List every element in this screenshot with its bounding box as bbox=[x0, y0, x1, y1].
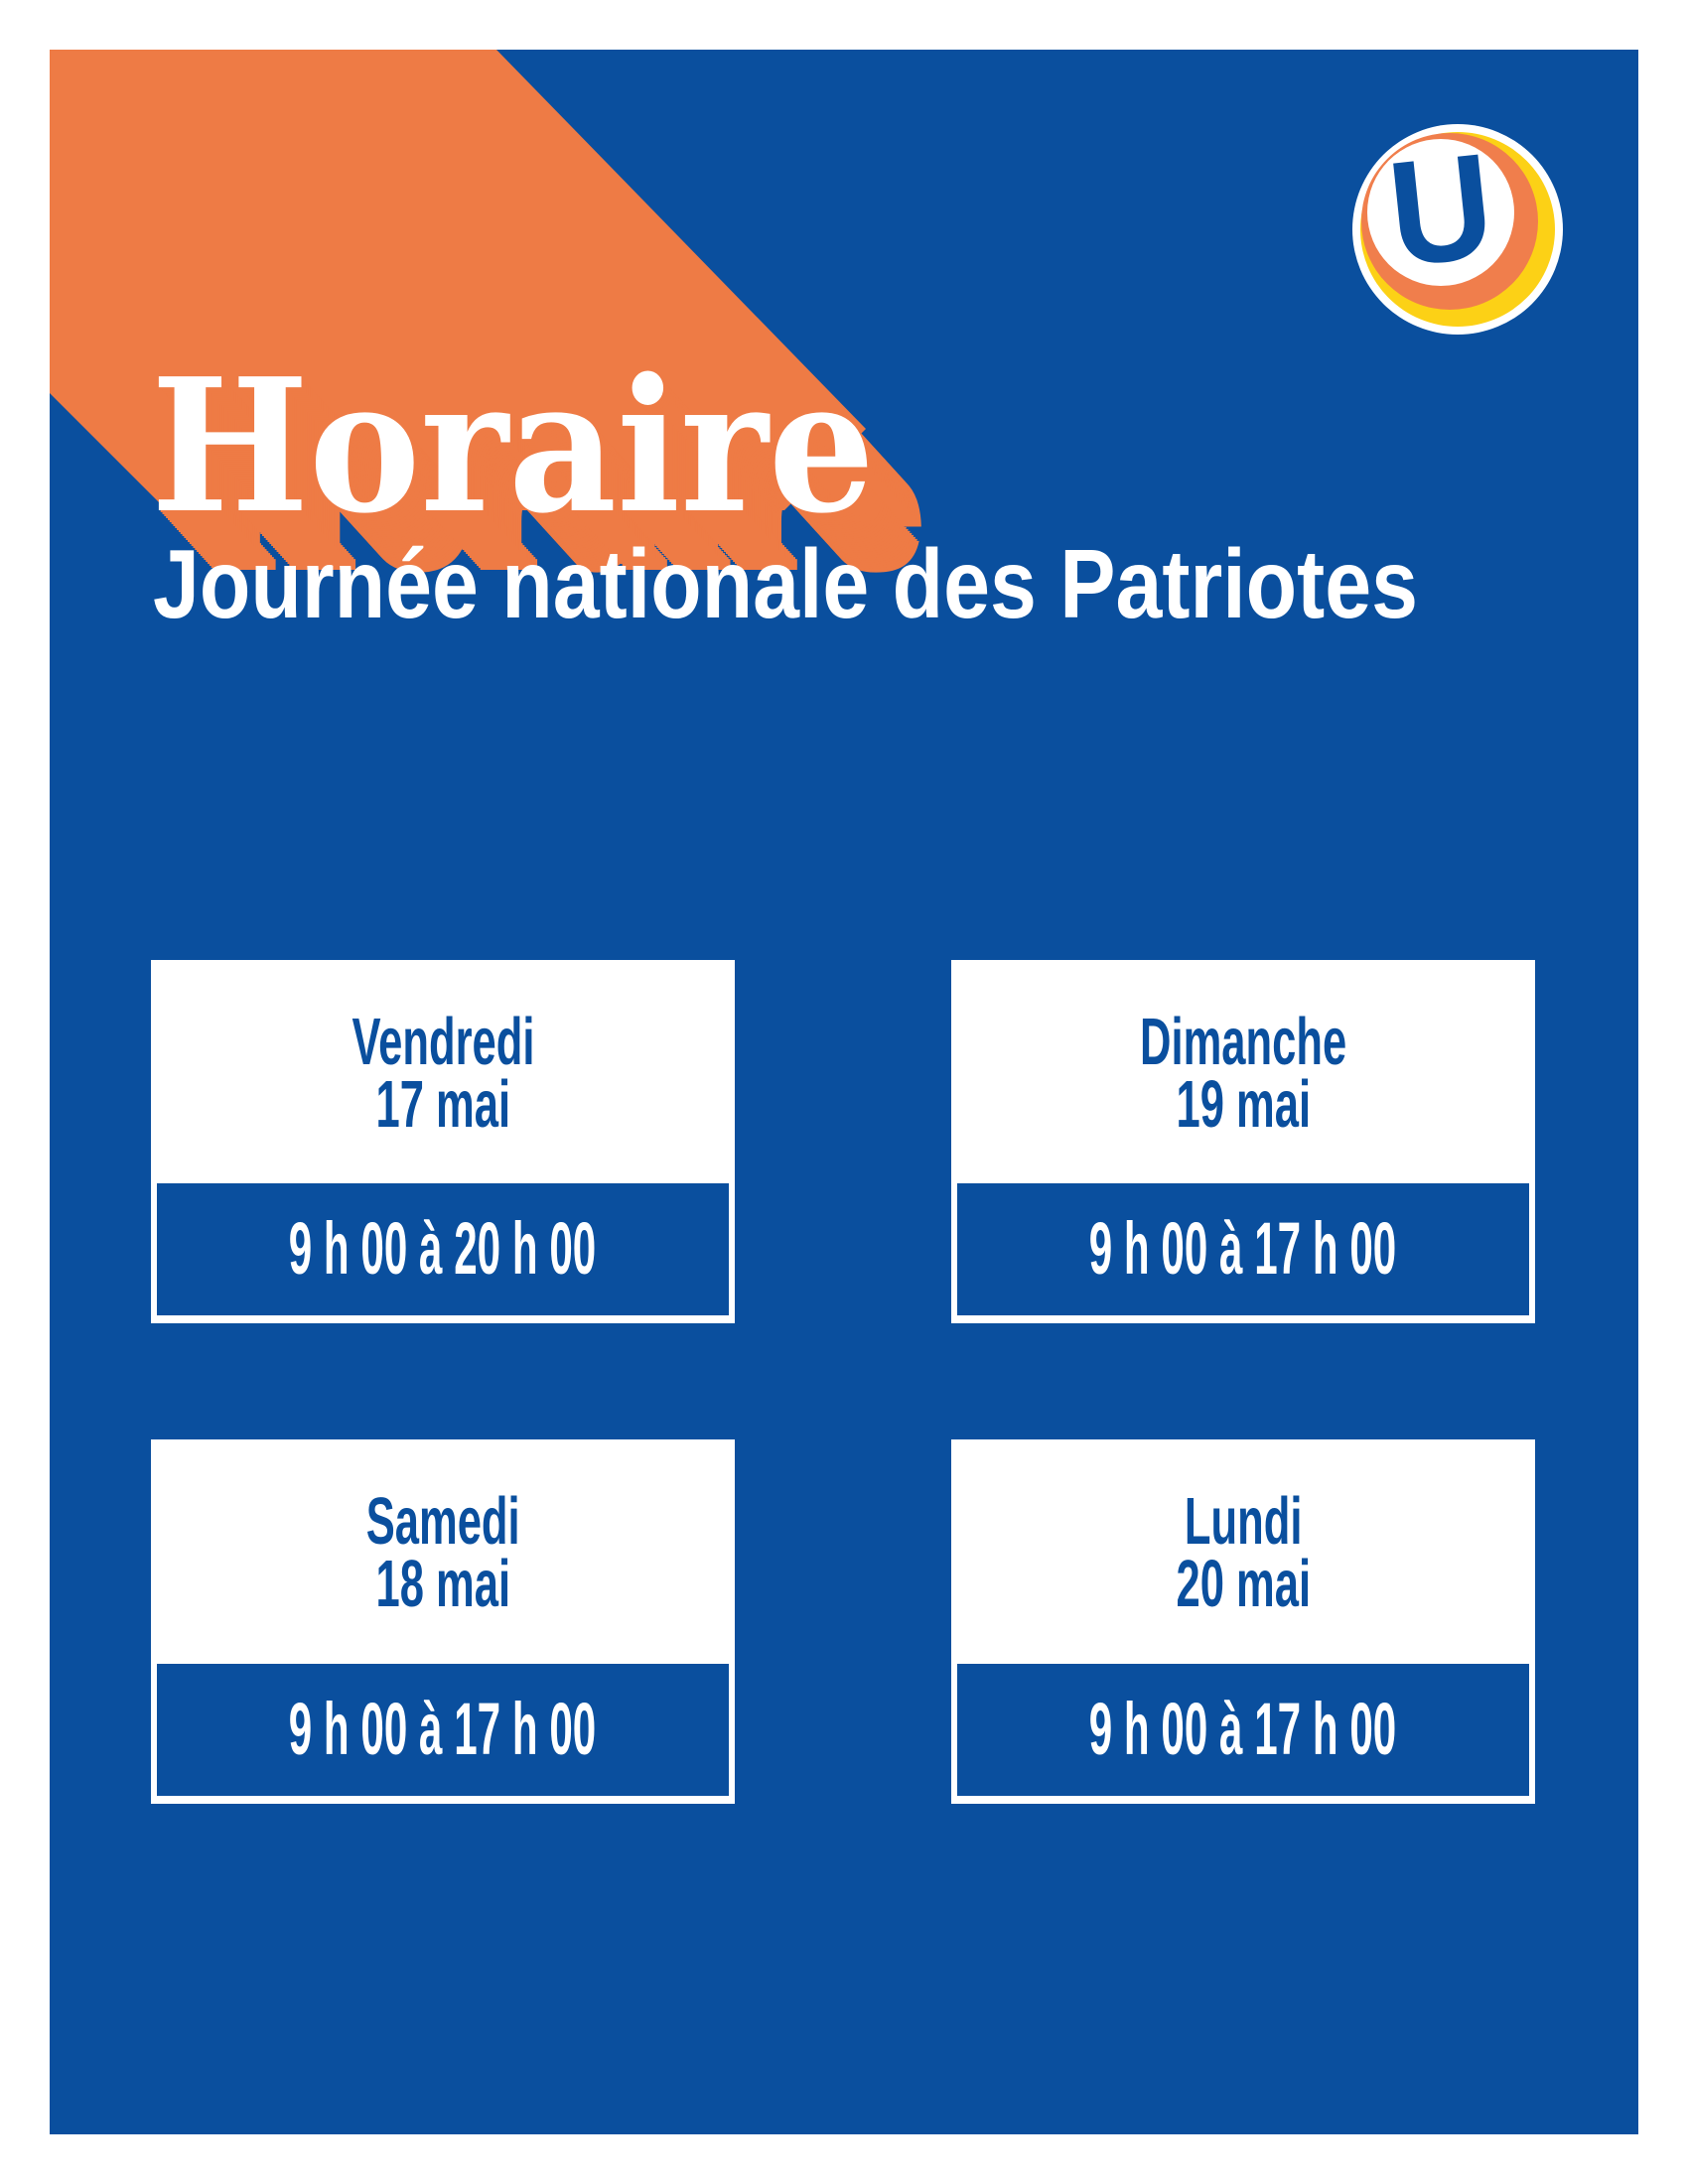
card-date-label: 20 mai bbox=[1176, 1547, 1311, 1621]
card-hours-band: 9 h 00 à 17 h 00 bbox=[957, 1664, 1529, 1796]
card-hours-label: 9 h 00 à 20 h 00 bbox=[289, 1207, 597, 1291]
card-day-date: Vendredi 17 mai bbox=[151, 1005, 735, 1142]
card-date-label: 19 mai bbox=[1176, 1067, 1311, 1142]
card-day-label: Vendredi bbox=[352, 1005, 534, 1079]
page-subtitle: Journée nationale des Patriotes bbox=[153, 529, 1418, 638]
card-day-date: Dimanche 19 mai bbox=[951, 1005, 1535, 1142]
schedule-card-lundi: Lundi 20 mai 9 h 00 à 17 h 00 bbox=[951, 1439, 1535, 1804]
card-hours-band: 9 h 00 à 17 h 00 bbox=[157, 1664, 729, 1796]
card-day-date: Samedi 18 mai bbox=[151, 1484, 735, 1621]
card-day-label: Samedi bbox=[365, 1484, 520, 1559]
card-hours-label: 9 h 00 à 17 h 00 bbox=[1089, 1688, 1397, 1771]
card-day-label: Lundi bbox=[1184, 1484, 1303, 1559]
card-date-label: 18 mai bbox=[375, 1547, 510, 1621]
card-hours-band: 9 h 00 à 20 h 00 bbox=[157, 1183, 729, 1315]
card-day-date: Lundi 20 mai bbox=[951, 1484, 1535, 1621]
card-date-label: 17 mai bbox=[375, 1067, 510, 1142]
card-day-label: Dimanche bbox=[1139, 1005, 1347, 1079]
schedule-card-vendredi: Vendredi 17 mai 9 h 00 à 20 h 00 bbox=[151, 960, 735, 1323]
logo-inner-disc: U bbox=[1367, 121, 1514, 298]
schedule-card-dimanche: Dimanche 19 mai 9 h 00 à 17 h 00 bbox=[951, 960, 1535, 1323]
schedule-card-samedi: Samedi 18 mai 9 h 00 à 17 h 00 bbox=[151, 1439, 735, 1804]
brand-logo: U bbox=[1352, 121, 1563, 335]
card-hours-band: 9 h 00 à 17 h 00 bbox=[957, 1183, 1529, 1315]
page-title: Horaire bbox=[151, 338, 875, 554]
card-hours-label: 9 h 00 à 17 h 00 bbox=[289, 1688, 597, 1771]
logo-u-icon: U bbox=[1381, 121, 1500, 298]
card-hours-label: 9 h 00 à 17 h 00 bbox=[1089, 1207, 1397, 1291]
